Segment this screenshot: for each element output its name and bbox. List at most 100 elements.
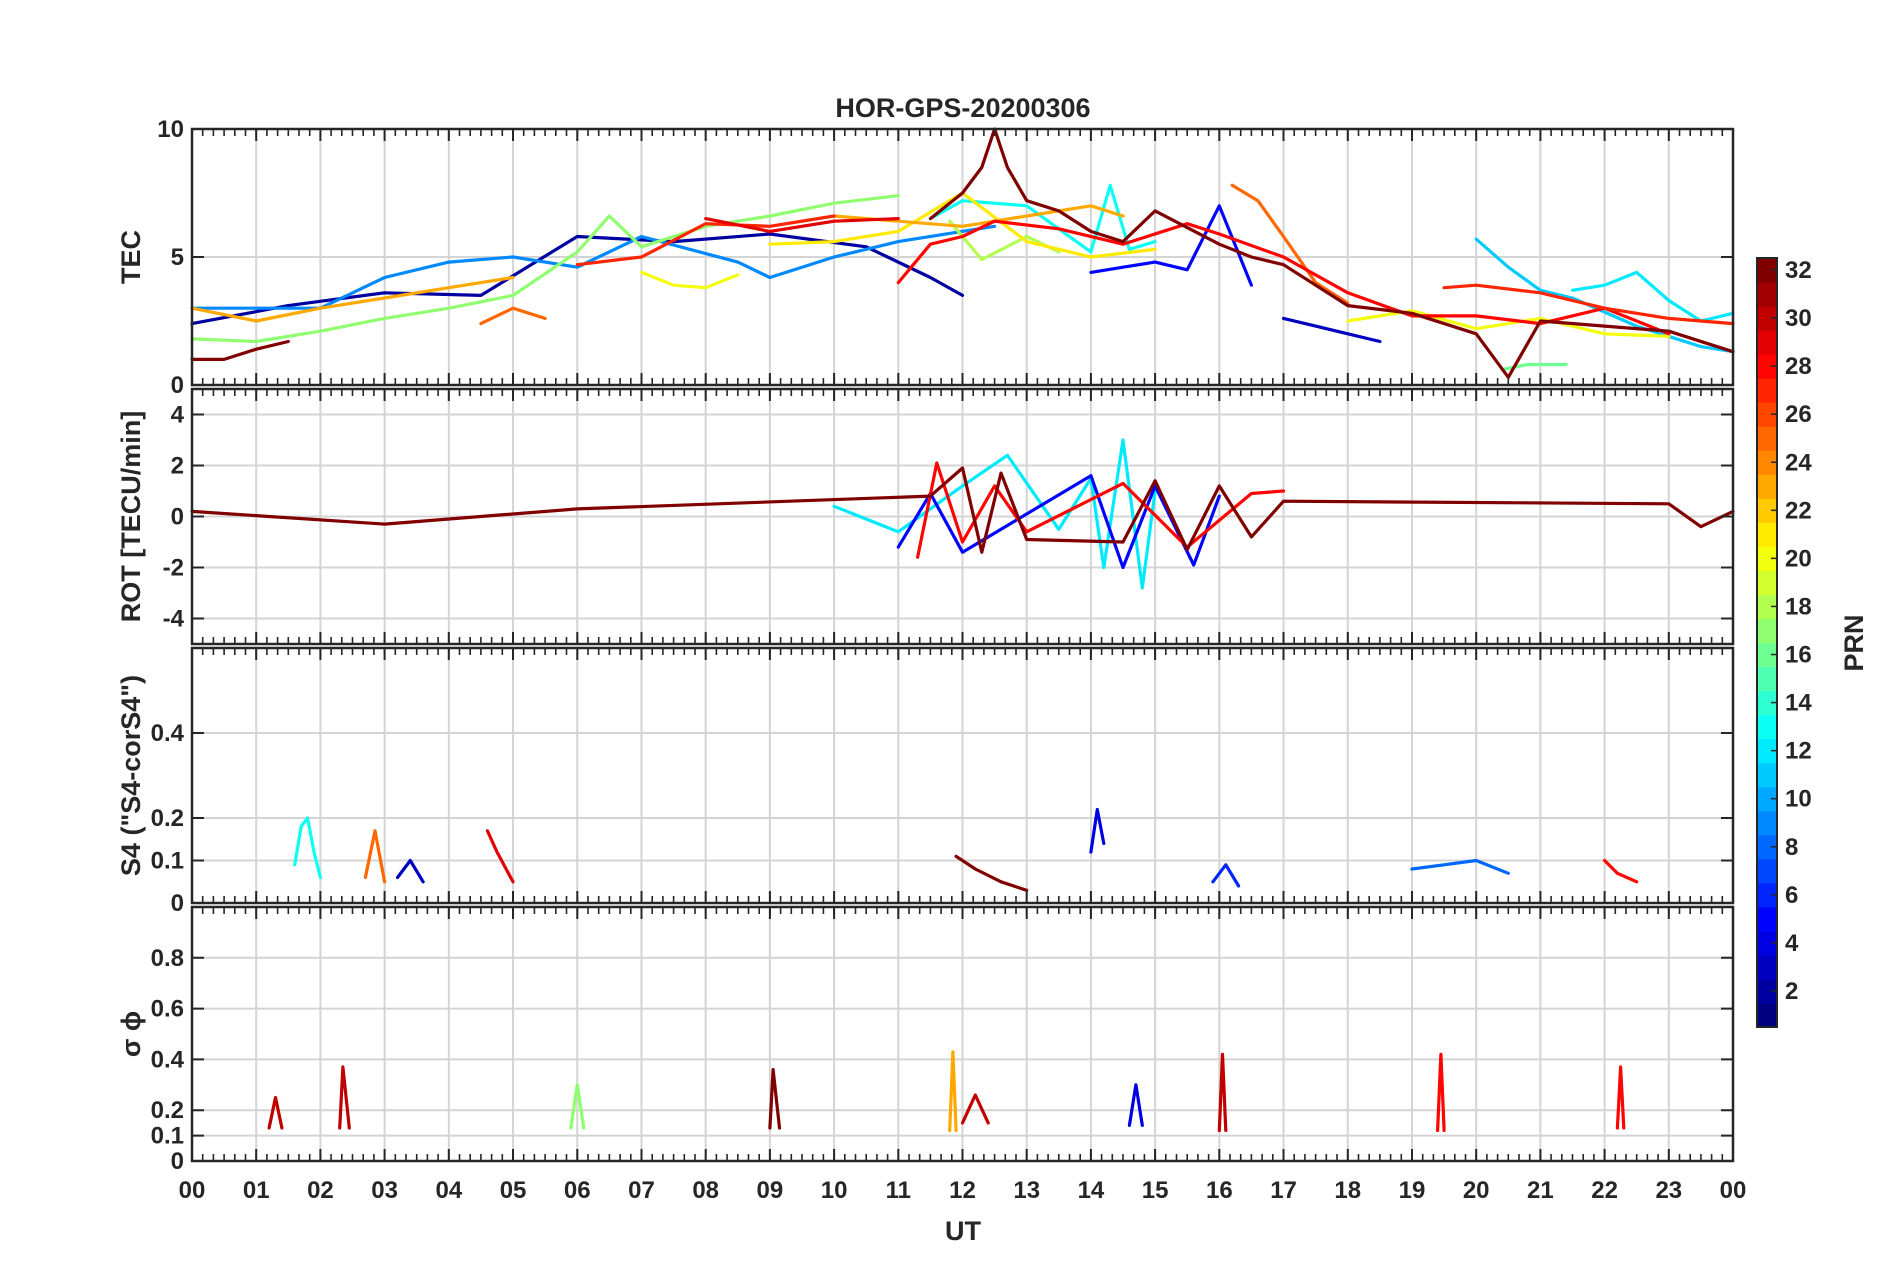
- x-tick-label: 06: [564, 1177, 591, 1204]
- series-prn-25: [1230, 183, 1350, 305]
- colorbar-band: [1757, 618, 1777, 644]
- series-prn-27: [575, 214, 836, 267]
- series-prn-28: [915, 461, 1286, 559]
- x-tick-label: 18: [1334, 1177, 1361, 1204]
- panel-rot: -4 -2 0 2 4 ROT [TECU/min]: [116, 387, 1735, 646]
- series-prn-12: [1570, 270, 1735, 323]
- colorbar-band: [1757, 690, 1777, 716]
- colorbar-tick-label: 2: [1785, 978, 1798, 1005]
- series-prn-8: [1410, 858, 1510, 875]
- series-prn-23: [190, 275, 515, 323]
- x-tick-label: 23: [1655, 1177, 1682, 1204]
- y-tick-label: 0: [171, 504, 184, 531]
- colorbar-band: [1757, 330, 1777, 355]
- series-prn-5: [896, 474, 1221, 570]
- colorbar-band: [1757, 714, 1777, 740]
- y-tick-label: 0.4: [151, 720, 185, 747]
- series-prn-5: [1089, 204, 1254, 287]
- colorbar-band: [1757, 546, 1777, 572]
- colorbar-tick-label: 12: [1785, 738, 1812, 765]
- x-tick-label: 11: [886, 1177, 911, 1204]
- x-tick-label: 15: [1142, 1177, 1169, 1204]
- colorbar-tick-label: 8: [1785, 834, 1798, 861]
- series-prn-27: [1442, 283, 1735, 326]
- series-prn-3: [1281, 316, 1382, 344]
- axes-frame: [190, 387, 1735, 646]
- colorbar-tick-label: 32: [1785, 257, 1812, 284]
- series-prn-30: [338, 1065, 351, 1130]
- colorbar-tick-label: 18: [1785, 593, 1812, 620]
- y-axis-label: TEC: [116, 230, 146, 284]
- y-tick-label: 10: [157, 116, 184, 143]
- y-tick-label: 0.1: [151, 1123, 184, 1150]
- x-tick-label: 07: [628, 1177, 655, 1204]
- colorbar-band: [1757, 834, 1777, 860]
- colorbar-band: [1757, 762, 1777, 788]
- x-tick-label: 10: [821, 1177, 848, 1204]
- x-tick-label: 00: [1720, 1177, 1747, 1204]
- x-tick-label: 16: [1206, 1177, 1233, 1204]
- colorbar-band: [1757, 978, 1777, 1004]
- series-prn-28: [1615, 1065, 1626, 1130]
- colorbar-band: [1757, 258, 1777, 283]
- series-prn-6: [1211, 863, 1241, 888]
- colorbar-frame: [1756, 257, 1778, 1028]
- series-prn-11: [1474, 237, 1735, 354]
- colorbar-band: [1757, 450, 1777, 475]
- colorbar-band: [1757, 306, 1777, 331]
- colorbar-band: [1757, 642, 1777, 668]
- chart-title: HOR-GPS-20200306: [835, 93, 1090, 123]
- colorbar-band: [1757, 930, 1777, 956]
- y-axis-label: ROT [TECU/min]: [116, 411, 146, 622]
- series-prn-30: [267, 1095, 284, 1130]
- colorbar-band: [1757, 1002, 1777, 1028]
- y-tick-label: -2: [163, 555, 184, 582]
- colorbar-band: [1757, 738, 1777, 764]
- y-tick-label: 0.2: [151, 1097, 184, 1124]
- colorbar-tick-label: 26: [1785, 401, 1812, 428]
- colorbar-tick-label: 24: [1785, 449, 1812, 476]
- series-prn-23: [948, 1050, 958, 1133]
- x-tick-label: 21: [1527, 1177, 1554, 1204]
- series-prn-25: [363, 829, 387, 884]
- axes-frame: [190, 905, 1735, 1163]
- colorbar-band: [1757, 786, 1777, 812]
- colorbar-label: PRN: [1839, 614, 1869, 671]
- x-tick-label: 09: [757, 1177, 784, 1204]
- series-prn-32: [928, 127, 1735, 379]
- y-tick-label: 4: [171, 402, 185, 429]
- y-axis-label: S4 ("S4-corS4"): [116, 675, 146, 876]
- colorbar-band: [1757, 594, 1777, 620]
- x-tick-label: 04: [435, 1177, 462, 1204]
- y-tick-label: 5: [171, 244, 184, 271]
- series-prn-32: [768, 1067, 782, 1130]
- colorbar-band: [1757, 498, 1777, 523]
- axes-frame: [190, 646, 1735, 905]
- series-prn-32: [190, 466, 1735, 554]
- series-prn-17: [190, 194, 900, 344]
- panel-tec: 0 5 10 TEC: [116, 116, 1735, 399]
- x-tick-label: 00: [179, 1177, 206, 1204]
- y-tick-label: 0: [171, 372, 184, 399]
- colorbar-band: [1757, 810, 1777, 836]
- series-prn-13: [293, 816, 322, 880]
- series-prn-28: [896, 219, 1671, 336]
- y-tick-label: 0.4: [151, 1046, 185, 1073]
- x-tick-label: 17: [1270, 1177, 1297, 1204]
- x-tick-label: 02: [307, 1177, 334, 1204]
- colorbar-band: [1757, 570, 1777, 596]
- x-axis-tick-labels: 00 01 02 03 04 05 06 07 08 09 10 11 12 13 14 15 16 17 18 19…: [179, 1177, 1747, 1204]
- colorbar-band: [1757, 666, 1777, 692]
- y-tick-label: 0: [171, 890, 184, 917]
- series-prn-12: [832, 438, 1157, 590]
- colorbar-band: [1757, 354, 1777, 379]
- series-prn-13: [928, 183, 1157, 254]
- x-tick-label: 22: [1591, 1177, 1618, 1204]
- series-prn-28: [1435, 1052, 1446, 1133]
- axes-frame: [190, 127, 1735, 387]
- x-tick-label: 19: [1399, 1177, 1426, 1204]
- y-tick-label: -4: [163, 606, 185, 633]
- colorbar-band: [1757, 474, 1777, 499]
- y-tick-label: 0.1: [151, 848, 184, 875]
